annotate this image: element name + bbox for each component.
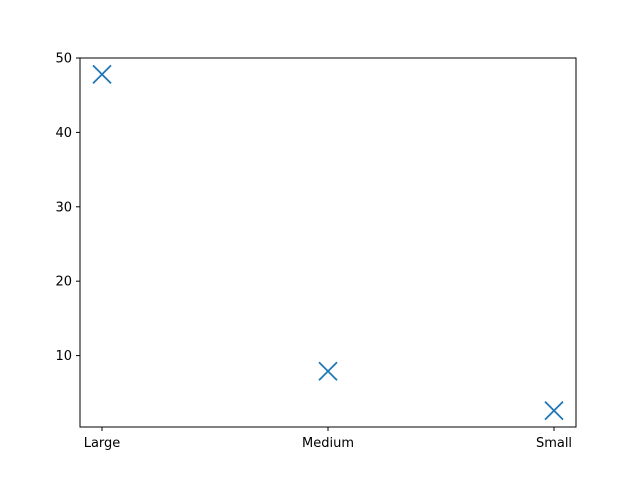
- data-point-stroke: [92, 64, 112, 85]
- data-point: [318, 361, 338, 381]
- y-tick-label: 10: [55, 349, 72, 364]
- x-tick-label: Medium: [302, 436, 354, 451]
- data-point-stroke: [544, 400, 564, 421]
- x-tick-label: Small: [536, 436, 572, 451]
- plot-area: 10 20 30 40 50 Large Medium Small: [55, 52, 577, 451]
- data-point-stroke: [318, 361, 338, 381]
- y-tick-label: 40: [55, 126, 72, 141]
- y-tick-label: 20: [55, 275, 72, 290]
- data-point: [92, 64, 112, 85]
- y-tick-label: 50: [55, 52, 72, 67]
- y-tick-label: 30: [55, 200, 72, 215]
- x-tick-label: Large: [84, 436, 121, 451]
- data-point: [544, 400, 564, 421]
